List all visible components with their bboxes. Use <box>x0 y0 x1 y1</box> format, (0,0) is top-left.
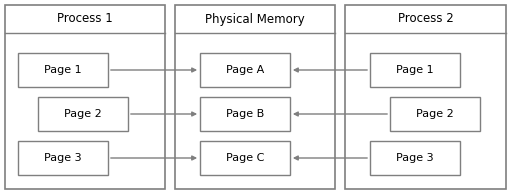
Bar <box>5 5 165 189</box>
Text: Page 1: Page 1 <box>396 65 434 75</box>
Bar <box>345 5 506 189</box>
Text: Page A: Page A <box>226 65 264 75</box>
Text: Process 2: Process 2 <box>398 12 453 25</box>
Bar <box>200 53 290 87</box>
Text: Page 3: Page 3 <box>44 153 82 163</box>
Bar <box>370 141 460 175</box>
Text: Page C: Page C <box>226 153 264 163</box>
Text: Physical Memory: Physical Memory <box>205 12 305 25</box>
Text: Page 2: Page 2 <box>64 109 102 119</box>
Text: Page B: Page B <box>226 109 264 119</box>
Bar <box>18 141 108 175</box>
Bar <box>38 97 128 131</box>
Text: Page 1: Page 1 <box>44 65 82 75</box>
Bar <box>175 5 335 189</box>
Bar <box>200 141 290 175</box>
Text: Page 2: Page 2 <box>416 109 454 119</box>
Bar <box>18 53 108 87</box>
Bar <box>390 97 480 131</box>
Text: Process 1: Process 1 <box>57 12 113 25</box>
Bar <box>200 97 290 131</box>
Text: Page 3: Page 3 <box>396 153 434 163</box>
Bar <box>370 53 460 87</box>
